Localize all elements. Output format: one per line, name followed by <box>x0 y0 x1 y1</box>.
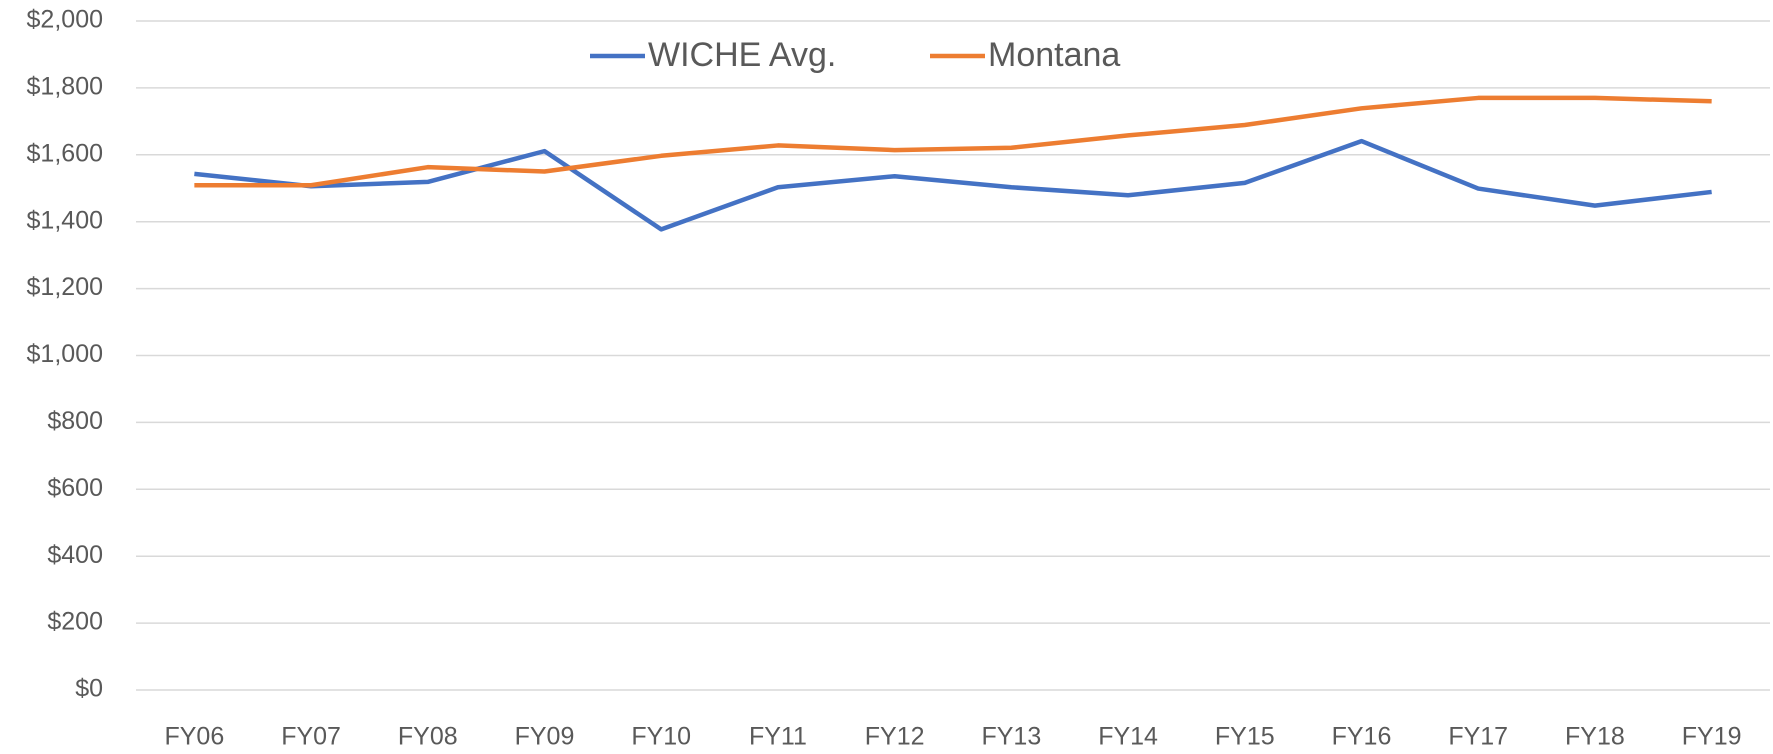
legend-label: WICHE Avg. <box>648 36 836 74</box>
y-tick-label: $0 <box>75 675 103 703</box>
x-tick-label: FY18 <box>1565 723 1625 751</box>
x-tick-label: FY16 <box>1332 723 1392 751</box>
y-tick-label: $1,800 <box>27 73 103 101</box>
series-line <box>194 95 1712 188</box>
y-tick-label: $1,400 <box>27 206 103 234</box>
x-tick-label: FY12 <box>865 723 925 751</box>
x-tick-label: FY14 <box>1098 723 1158 751</box>
legend-label: Montana <box>988 36 1120 74</box>
x-tick-label: FY13 <box>981 723 1041 751</box>
x-tick-label: FY10 <box>631 723 691 751</box>
y-tick-label: $1,200 <box>27 273 103 301</box>
y-tick-label: $2,000 <box>27 6 103 34</box>
x-tick-label: FY17 <box>1448 723 1508 751</box>
x-tick-label: FY11 <box>749 723 807 751</box>
y-tick-label: $800 <box>47 407 103 435</box>
x-tick-label: FY07 <box>281 723 341 751</box>
y-tick-label: $1,000 <box>27 340 103 368</box>
x-tick-label: FY19 <box>1682 723 1742 751</box>
x-tick-label: FY08 <box>398 723 458 751</box>
x-tick-label: FY06 <box>164 723 224 751</box>
x-tick-label: FY09 <box>515 723 575 751</box>
series-line <box>194 138 1712 232</box>
y-tick-label: $200 <box>47 608 103 636</box>
y-tick-label: $600 <box>47 474 103 502</box>
y-tick-label: $400 <box>47 541 103 569</box>
x-tick-label: FY15 <box>1215 723 1275 751</box>
y-tick-label: $1,600 <box>27 139 103 167</box>
